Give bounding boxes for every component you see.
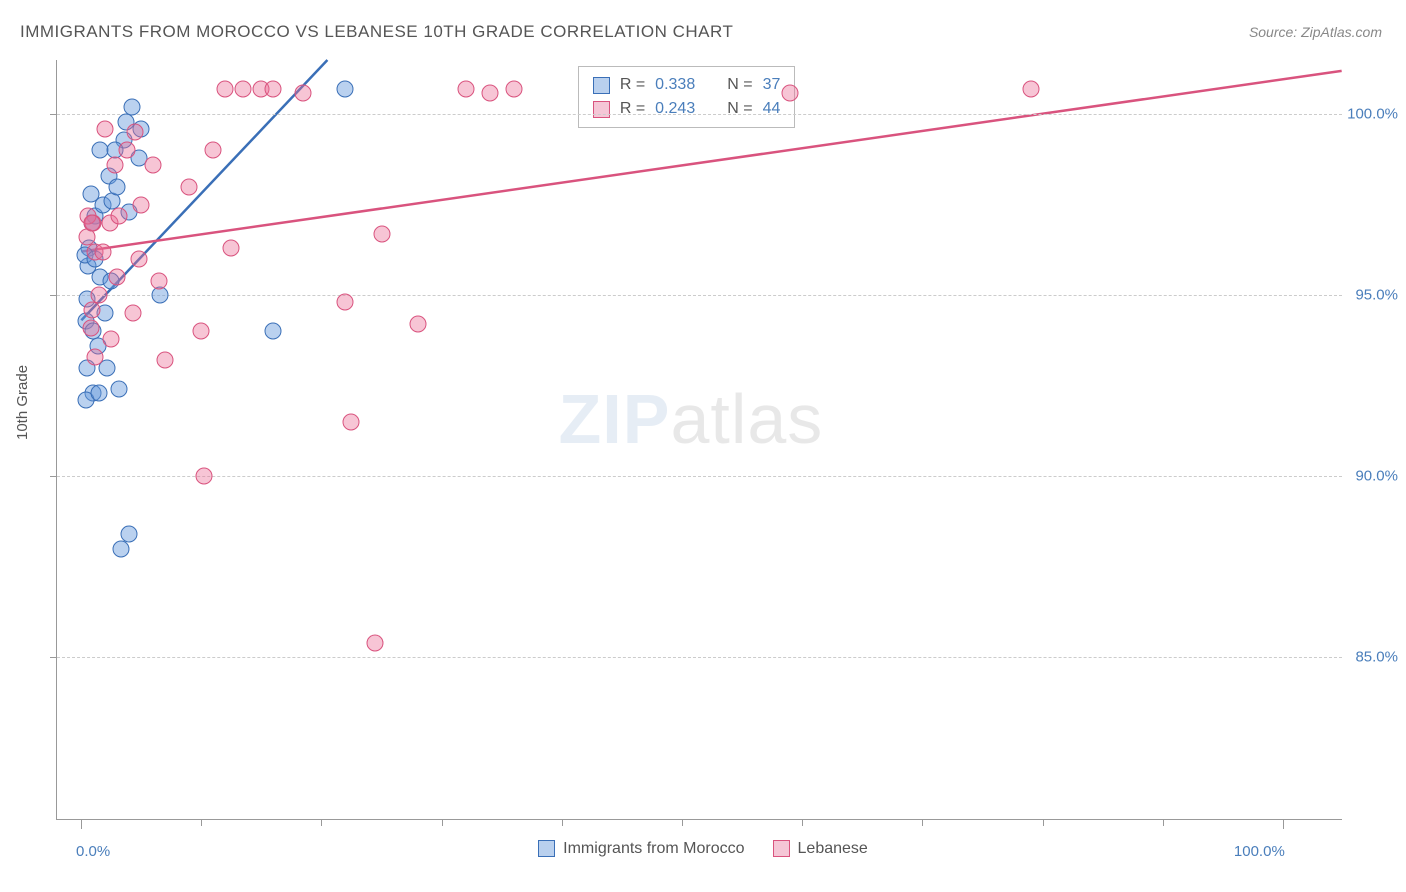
scatter-point-lebanese (1022, 80, 1039, 97)
gridline-h (57, 476, 1342, 477)
scatter-point-lebanese (118, 142, 135, 159)
source-attribution: Source: ZipAtlas.com (1249, 24, 1382, 40)
source-name: ZipAtlas.com (1301, 24, 1382, 40)
bottom-legend-item-morocco: Immigrants from Morocco (538, 840, 744, 858)
bottom-legend-label-morocco: Immigrants from Morocco (563, 840, 744, 858)
scatter-point-morocco (109, 178, 126, 195)
legend-row-morocco: R = 0.338 N = 37 (593, 73, 781, 97)
bottom-legend-swatch-lebanese (773, 840, 790, 857)
scatter-point-morocco (112, 540, 129, 557)
scatter-point-lebanese (181, 178, 198, 195)
y-tick (50, 114, 57, 115)
scatter-point-lebanese (195, 468, 212, 485)
scatter-point-morocco (91, 384, 108, 401)
regression-lines-layer (57, 60, 1342, 819)
series-legend: Immigrants from Morocco Lebanese (0, 840, 1406, 863)
scatter-point-lebanese (457, 80, 474, 97)
scatter-point-lebanese (87, 348, 104, 365)
legend-swatch-morocco (593, 77, 610, 94)
scatter-point-morocco (152, 287, 169, 304)
scatter-point-lebanese (205, 142, 222, 159)
scatter-point-lebanese (295, 84, 312, 101)
scatter-point-lebanese (217, 80, 234, 97)
x-tick-minor (1163, 819, 1164, 826)
y-tick-label: 100.0% (1347, 106, 1398, 123)
scatter-point-morocco (82, 185, 99, 202)
scatter-point-lebanese (130, 251, 147, 268)
x-tick-min: 0.0% (76, 843, 110, 860)
scatter-point-lebanese (106, 156, 123, 173)
scatter-point-lebanese (265, 80, 282, 97)
scatter-point-lebanese (223, 240, 240, 257)
scatter-point-morocco (111, 381, 128, 398)
x-tick-minor (682, 819, 683, 826)
scatter-point-lebanese (124, 305, 141, 322)
scatter-point-morocco (265, 323, 282, 340)
legend-N-value-morocco: 37 (763, 73, 781, 97)
scatter-point-lebanese (145, 156, 162, 173)
scatter-point-lebanese (103, 330, 120, 347)
legend-R-value-morocco: 0.338 (655, 73, 695, 97)
plot-area: ZIPatlas R =0.338N =37R =0.243N =44 (56, 60, 1342, 820)
y-tick-label: 95.0% (1355, 287, 1398, 304)
legend-R-value-lebanese: 0.243 (655, 97, 695, 121)
scatter-point-lebanese (79, 229, 96, 246)
bottom-legend-item-lebanese: Lebanese (773, 840, 868, 858)
legend-N-value-lebanese: 44 (763, 97, 781, 121)
gridline-h (57, 295, 1342, 296)
x-tick-minor (1043, 819, 1044, 826)
x-tick-minor (442, 819, 443, 826)
scatter-point-lebanese (367, 634, 384, 651)
x-tick-minor (802, 819, 803, 826)
bottom-legend-swatch-morocco (538, 840, 555, 857)
scatter-point-lebanese (157, 352, 174, 369)
bottom-legend-label-lebanese: Lebanese (798, 840, 868, 858)
x-tick-minor (922, 819, 923, 826)
chart-container: IMMIGRANTS FROM MOROCCO VS LEBANESE 10TH… (0, 0, 1406, 892)
scatter-point-lebanese (83, 214, 100, 231)
scatter-point-lebanese (97, 120, 114, 137)
scatter-point-lebanese (94, 243, 111, 260)
scatter-point-lebanese (337, 294, 354, 311)
x-tick-minor (562, 819, 563, 826)
x-tick-max: 100.0% (1234, 843, 1285, 860)
legend-N-label: N = (727, 97, 752, 121)
scatter-point-lebanese (373, 225, 390, 242)
scatter-point-lebanese (151, 272, 168, 289)
gridline-h (57, 114, 1342, 115)
y-tick (50, 476, 57, 477)
legend-N-label: N = (727, 73, 752, 97)
y-tick (50, 295, 57, 296)
scatter-point-lebanese (409, 316, 426, 333)
scatter-point-lebanese (109, 269, 126, 286)
legend-R-label: R = (620, 73, 645, 97)
chart-title: IMMIGRANTS FROM MOROCCO VS LEBANESE 10TH… (20, 22, 733, 42)
scatter-point-lebanese (782, 84, 799, 101)
scatter-point-lebanese (133, 196, 150, 213)
scatter-point-lebanese (481, 84, 498, 101)
y-tick-label: 85.0% (1355, 649, 1398, 666)
scatter-point-morocco (337, 80, 354, 97)
scatter-point-lebanese (83, 301, 100, 318)
y-tick (50, 657, 57, 658)
legend-R-label: R = (620, 97, 645, 121)
legend-row-lebanese: R = 0.243 N = 44 (593, 97, 781, 121)
scatter-point-lebanese (127, 124, 144, 141)
x-tick-minor (201, 819, 202, 826)
scatter-point-lebanese (235, 80, 252, 97)
gridline-h (57, 657, 1342, 658)
x-tick-minor (321, 819, 322, 826)
scatter-point-lebanese (193, 323, 210, 340)
y-tick-label: 90.0% (1355, 468, 1398, 485)
y-axis-label: 10th Grade (14, 365, 31, 440)
x-tick-major (1283, 819, 1284, 829)
x-tick-major (81, 819, 82, 829)
source-prefix: Source: (1249, 24, 1301, 40)
correlation-legend: R = 0.338 N = 37 R = 0.243 N = 44 (578, 66, 796, 128)
scatter-point-lebanese (505, 80, 522, 97)
scatter-point-lebanese (343, 413, 360, 430)
scatter-point-lebanese (111, 207, 128, 224)
scatter-point-lebanese (82, 319, 99, 336)
